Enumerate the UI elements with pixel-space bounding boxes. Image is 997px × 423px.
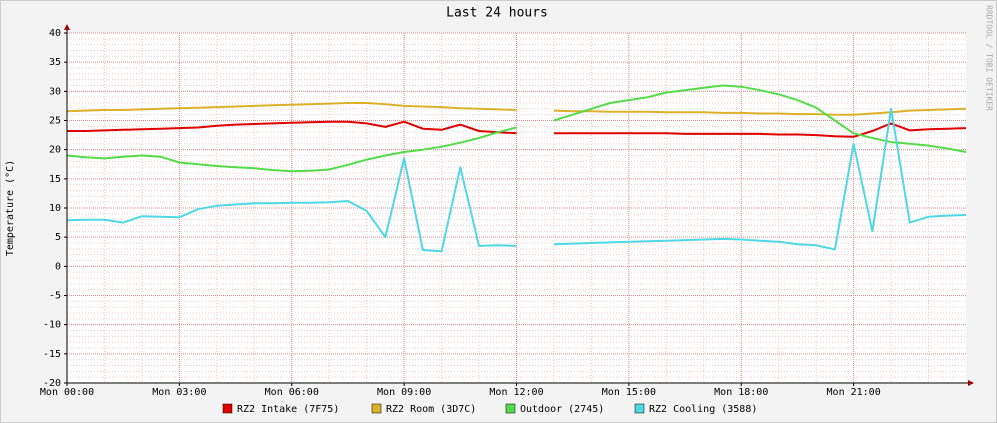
x-tick-label: Mon 09:00 bbox=[377, 387, 431, 398]
y-tick-label: 25 bbox=[49, 116, 61, 127]
lines bbox=[66, 84, 967, 253]
legend-swatch bbox=[371, 403, 382, 414]
x-tick-label: Mon 12:00 bbox=[489, 387, 543, 398]
legend-swatch bbox=[634, 403, 645, 414]
y-tick-label: 30 bbox=[49, 86, 61, 97]
legend-label: RZ2 Cooling (3588) bbox=[649, 404, 757, 415]
x-tick-label: Mon 21:00 bbox=[827, 387, 881, 398]
y-tick-label: 10 bbox=[49, 203, 61, 214]
y-tick-label: 15 bbox=[49, 174, 61, 185]
x-axis-arrow bbox=[968, 380, 974, 386]
chart-title: Last 24 hours bbox=[446, 6, 548, 21]
series-line bbox=[67, 120, 967, 138]
y-axis-arrow bbox=[64, 24, 70, 30]
y-tick-label: -20 bbox=[43, 378, 61, 389]
x-tick-label: Mon 18:00 bbox=[714, 387, 768, 398]
x-tick-label: Mon 06:00 bbox=[265, 387, 319, 398]
x-tick-label: Mon 03:00 bbox=[152, 387, 206, 398]
legend-label: Outdoor (2745) bbox=[520, 404, 604, 415]
y-tick-label: 40 bbox=[49, 28, 61, 39]
y-tick-label: 0 bbox=[55, 261, 61, 272]
x-tick-label: Mon 15:00 bbox=[602, 387, 656, 398]
y-tick-label: -10 bbox=[43, 320, 61, 331]
y-tick-label: 35 bbox=[49, 57, 61, 68]
legend-label: RZ2 Room (3D7C) bbox=[386, 404, 476, 415]
y-tick-label: -15 bbox=[43, 349, 61, 360]
x-tick-label: Mon 00:00 bbox=[40, 387, 94, 398]
legend-swatch bbox=[222, 403, 233, 414]
legend-swatch bbox=[505, 403, 516, 414]
y-axis-label: Temperature (°C) bbox=[5, 160, 16, 256]
legend-label: RZ2 Intake (7F75) bbox=[237, 404, 339, 415]
y-tick-label: 5 bbox=[55, 232, 61, 243]
series-line bbox=[66, 102, 967, 116]
y-tick-label: 20 bbox=[49, 145, 61, 156]
y-tick-label: -5 bbox=[49, 291, 61, 302]
series-line bbox=[66, 107, 967, 253]
watermark: RRDTOOL / TOBI OETIKER bbox=[985, 5, 994, 111]
